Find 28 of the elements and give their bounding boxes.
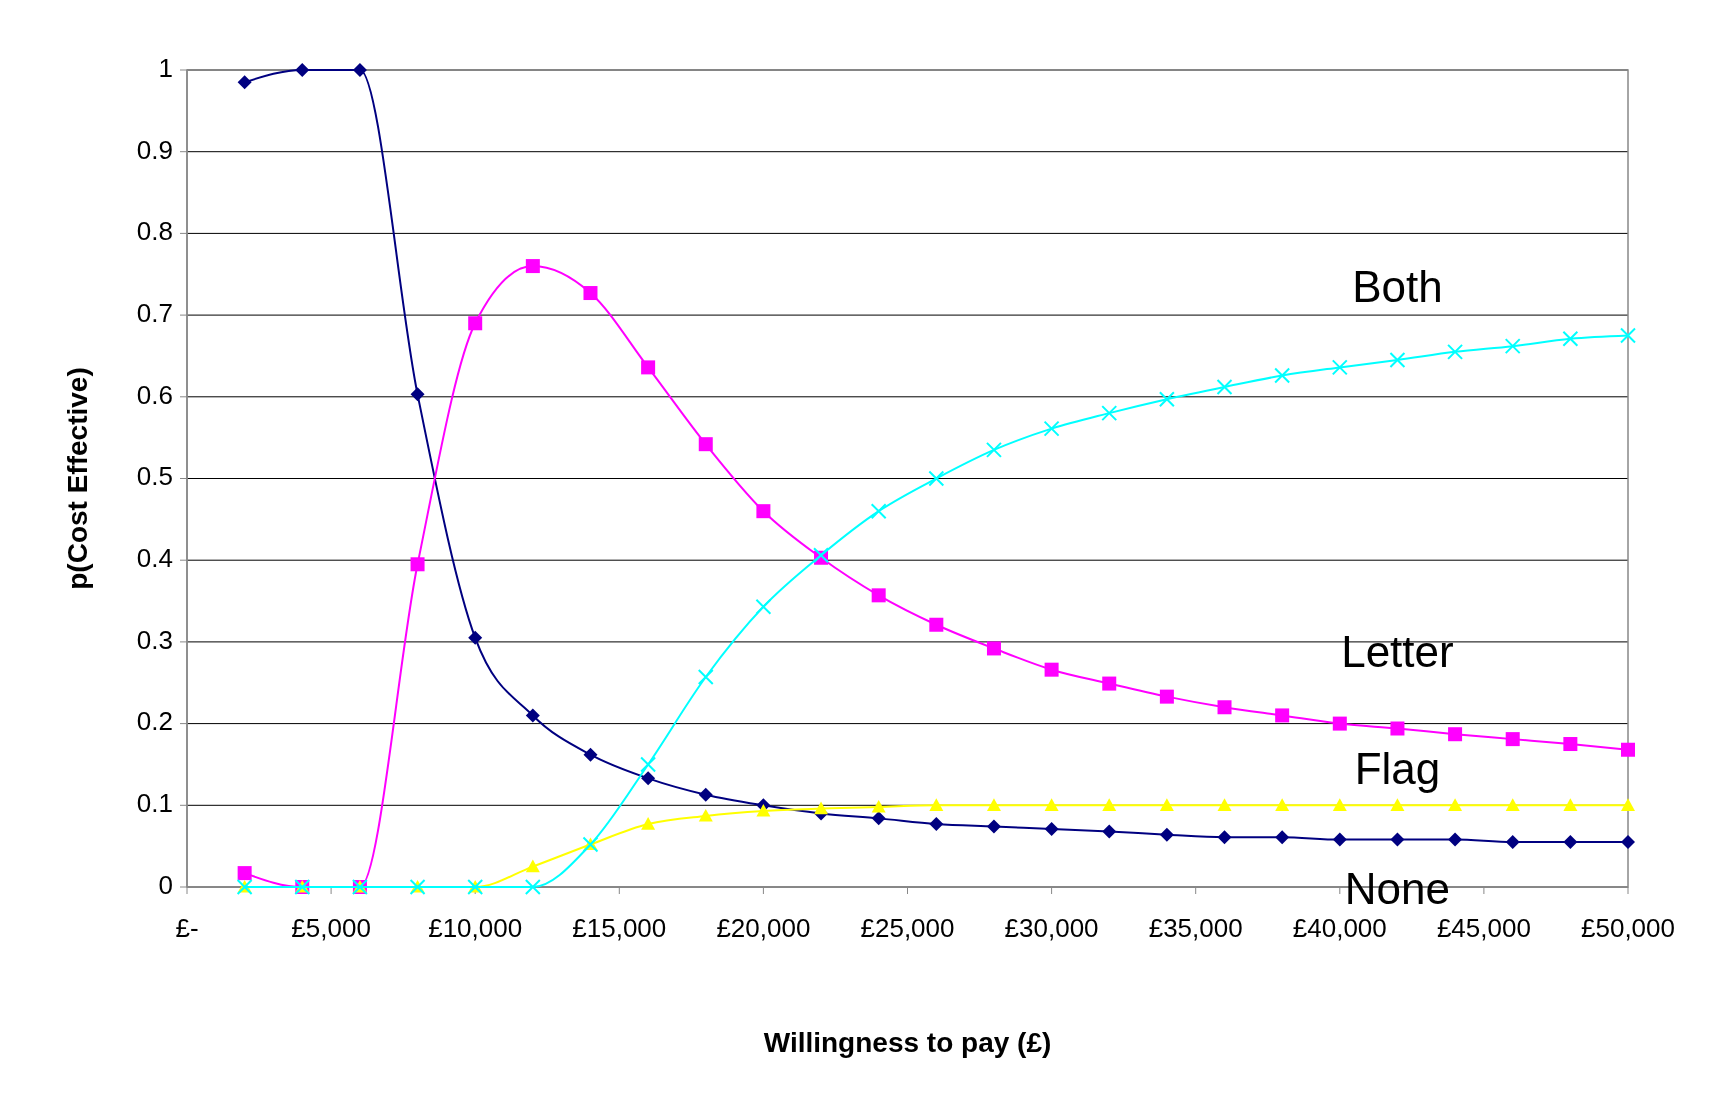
- x-tick-label: £50,000: [1581, 913, 1675, 943]
- y-tick-label: 0.5: [136, 461, 173, 492]
- y-tick-label: 0: [158, 869, 173, 900]
- y-tick-label: 0.8: [136, 216, 173, 247]
- x-tick-label: £10,000: [428, 913, 523, 943]
- series-label: Flag: [1354, 744, 1441, 794]
- x-tick-label: £40,000: [1292, 913, 1387, 943]
- y-tick-label: 0.7: [136, 297, 173, 328]
- y-tick-label: 0.6: [136, 379, 173, 410]
- y-tick-label: 0.1: [136, 788, 173, 819]
- series-label: Both: [1352, 262, 1443, 312]
- y-tick-label: 0.9: [136, 134, 173, 165]
- x-tick-label: £30,000: [1004, 913, 1099, 943]
- y-tick-label: 0.3: [136, 624, 173, 655]
- x-tick-label: £45,000: [1436, 913, 1531, 943]
- x-tick-label: £5,000: [291, 913, 371, 943]
- x-tick-label: £-: [175, 913, 199, 943]
- y-tick-label: 0.2: [136, 706, 173, 737]
- x-tick-label: £35,000: [1148, 913, 1243, 943]
- y-tick-label: 0.4: [136, 543, 173, 574]
- x-axis-title: Willingness to pay (£): [763, 1027, 1052, 1058]
- y-tick-label: 1: [158, 52, 173, 83]
- series-label: Letter: [1341, 626, 1454, 676]
- y-axis-title: p(Cost Effective): [62, 367, 93, 590]
- x-tick-label: £25,000: [860, 913, 955, 943]
- x-tick-label: £15,000: [572, 913, 667, 943]
- series-label: None: [1344, 864, 1451, 914]
- x-tick-label: £20,000: [716, 913, 811, 943]
